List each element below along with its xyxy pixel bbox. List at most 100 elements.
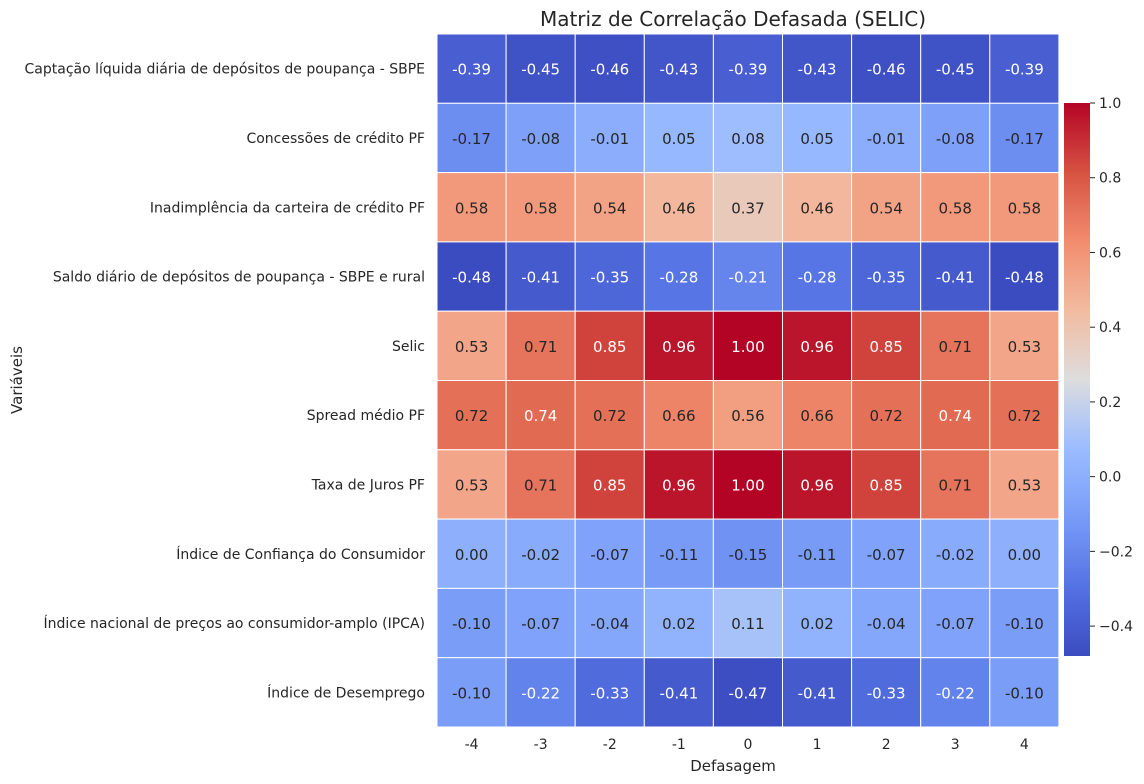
heatmap-cell bbox=[643, 380, 714, 451]
cell-value-label: -0.33 bbox=[590, 684, 629, 702]
cell-value-label: 0.53 bbox=[1008, 476, 1041, 494]
heatmap-cell bbox=[436, 310, 507, 382]
heatmap-cell bbox=[574, 172, 645, 243]
heatmap-cell bbox=[782, 33, 853, 104]
colorbar-tick-label: 1.0 bbox=[1099, 96, 1121, 112]
heatmap-cell bbox=[643, 310, 714, 382]
heatmap-cell bbox=[851, 172, 922, 243]
cell-value-label: 0.08 bbox=[731, 130, 764, 148]
x-tick-label: 3 bbox=[951, 737, 960, 753]
heatmap-cell bbox=[505, 310, 576, 382]
colorbar-tick-label: 0.2 bbox=[1099, 395, 1121, 411]
x-tick-labels: -4 -3 -2 -1 0 1 2 3 4 bbox=[465, 737, 1029, 753]
cell-value-label: 0.02 bbox=[800, 615, 833, 633]
cell-value-label: -0.08 bbox=[936, 130, 975, 148]
cell-value-label: -0.41 bbox=[521, 269, 560, 287]
heatmap-cell bbox=[574, 657, 645, 728]
heatmap-cell bbox=[920, 102, 991, 174]
cell-value-label: -0.45 bbox=[521, 61, 560, 79]
cell-value-label: 0.58 bbox=[455, 199, 488, 217]
cell-value-label: 0.56 bbox=[731, 407, 764, 425]
heatmap-cell bbox=[989, 587, 1060, 659]
cell-value-label: -0.43 bbox=[798, 61, 837, 79]
cell-value-label: -0.39 bbox=[452, 61, 491, 79]
heatmap-cell bbox=[712, 102, 784, 174]
heatmap-cell bbox=[851, 449, 922, 520]
heatmap-cell bbox=[574, 102, 645, 174]
chart-title: Matriz de Correlação Defasada (SELIC) bbox=[540, 7, 926, 31]
x-tick-label: 0 bbox=[743, 737, 752, 753]
cell-value-label: 0.54 bbox=[869, 199, 902, 217]
cell-value-label: 0.96 bbox=[662, 476, 695, 494]
cell-value-label: -0.07 bbox=[936, 615, 975, 633]
cell-value-label: -0.02 bbox=[521, 546, 560, 564]
heatmap-cell bbox=[989, 380, 1060, 451]
cell-value-label: -0.10 bbox=[1005, 615, 1044, 633]
colorbar-tick-label: −0.4 bbox=[1099, 619, 1133, 635]
heatmap-cells: -0.39 -0.45 -0.46 -0.43 -0.39 -0.43 -0.46 -0.45… bbox=[436, 33, 1060, 728]
cell-value-label: 0.00 bbox=[1008, 546, 1041, 564]
cell-value-label: 0.66 bbox=[662, 407, 695, 425]
colorbar: 1.0 0.8 0.6 0.4 0.2 0.0 −0.2 −0.4 bbox=[1064, 96, 1133, 656]
heatmap-cell bbox=[712, 172, 784, 243]
heatmap-cell bbox=[574, 380, 645, 451]
cell-value-label: 0.72 bbox=[455, 407, 488, 425]
cell-value-label: -0.28 bbox=[659, 269, 698, 287]
cell-value-label: -0.10 bbox=[1005, 684, 1044, 702]
heatmap-cell bbox=[851, 657, 922, 728]
heatmap-cell bbox=[574, 587, 645, 659]
cell-value-label: -0.21 bbox=[729, 269, 768, 287]
heatmap-cell bbox=[989, 102, 1060, 174]
heatmap-cell bbox=[505, 380, 576, 451]
cell-value-label: 0.85 bbox=[593, 476, 626, 494]
cell-value-label: 0.96 bbox=[662, 338, 695, 356]
heatmap-cell bbox=[436, 380, 507, 451]
heatmap-cell bbox=[989, 518, 1060, 589]
heatmap-cell bbox=[712, 380, 784, 451]
heatmap-cell bbox=[643, 657, 714, 728]
cell-value-label: 0.02 bbox=[662, 615, 695, 633]
heatmap-cell bbox=[712, 657, 784, 728]
cell-value-label: 0.37 bbox=[731, 199, 764, 217]
heatmap-cell bbox=[782, 310, 853, 382]
cell-value-label: -0.02 bbox=[936, 546, 975, 564]
cell-value-label: -0.39 bbox=[1005, 61, 1044, 79]
y-tick-label: Concessões de crédito PF bbox=[246, 131, 425, 147]
cell-value-label: -0.43 bbox=[659, 61, 698, 79]
heatmap-cell bbox=[436, 518, 507, 589]
cell-value-label: 0.54 bbox=[593, 199, 626, 217]
heatmap-cell bbox=[436, 657, 507, 728]
cell-value-label: -0.33 bbox=[867, 684, 906, 702]
x-tick-label: 1 bbox=[813, 737, 822, 753]
heatmap-cell bbox=[989, 172, 1060, 243]
cell-value-label: -0.35 bbox=[867, 269, 906, 287]
x-axis-label: Defasagem bbox=[690, 757, 776, 775]
heatmap-cell bbox=[643, 33, 714, 104]
cell-value-label: -0.07 bbox=[521, 615, 560, 633]
heatmap-cell bbox=[851, 102, 922, 174]
heatmap-cell bbox=[851, 518, 922, 589]
y-tick-label: Índice de Desemprego bbox=[267, 684, 425, 701]
y-tick-label: Spread médio PF bbox=[307, 408, 425, 424]
heatmap-cell bbox=[505, 172, 576, 243]
heatmap-cell bbox=[505, 657, 576, 728]
cell-value-label: 0.46 bbox=[800, 199, 833, 217]
heatmap-cell bbox=[920, 33, 991, 104]
cell-value-label: -0.07 bbox=[590, 546, 629, 564]
heatmap-cell bbox=[436, 241, 507, 312]
cell-value-label: -0.22 bbox=[521, 684, 560, 702]
cell-value-label: -0.01 bbox=[867, 130, 906, 148]
cell-value-label: -0.41 bbox=[659, 684, 698, 702]
cell-value-label: -0.22 bbox=[936, 684, 975, 702]
colorbar-tick-label: 0.6 bbox=[1099, 245, 1121, 261]
cell-value-label: 0.96 bbox=[800, 476, 833, 494]
cell-value-label: 0.58 bbox=[1008, 199, 1041, 217]
cell-value-label: -0.07 bbox=[867, 546, 906, 564]
y-tick-label: Taxa de Juros PF bbox=[311, 477, 425, 493]
cell-value-label: 0.05 bbox=[800, 130, 833, 148]
heatmap-cell bbox=[574, 33, 645, 104]
heatmap-cell bbox=[574, 518, 645, 589]
cell-value-label: -0.01 bbox=[590, 130, 629, 148]
heatmap-cell bbox=[574, 310, 645, 382]
